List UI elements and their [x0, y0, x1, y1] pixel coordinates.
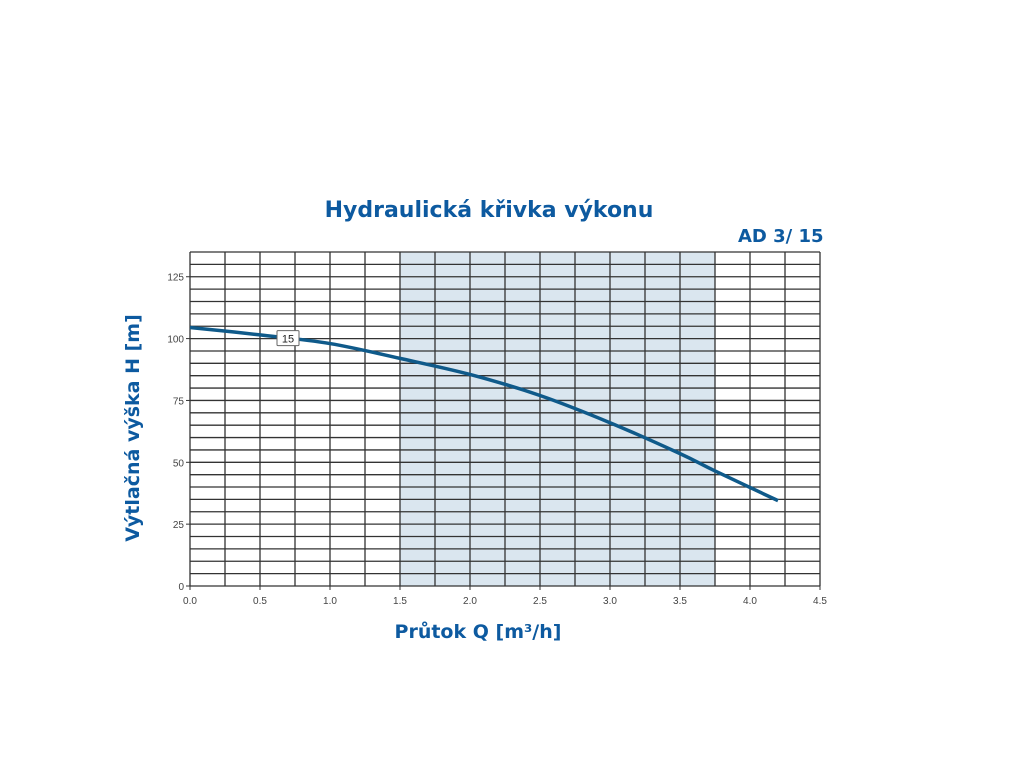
recommended-range-shade	[400, 252, 715, 586]
x-tick-label: 2.0	[463, 596, 477, 607]
x-tick-label: 4.5	[813, 596, 827, 607]
y-tick-label: 125	[167, 273, 184, 284]
y-tick-label: 50	[173, 458, 185, 469]
x-tick-label: 4.0	[743, 596, 757, 607]
curve-label: 15	[282, 334, 294, 346]
y-tick-label: 75	[173, 396, 185, 407]
pump-model-label: AD 3/ 15	[738, 226, 824, 247]
x-tick-label: 2.5	[533, 596, 547, 607]
curve-label-box	[276, 330, 300, 347]
x-tick-label: 3.0	[603, 596, 617, 607]
x-axis-label: Průtok Q [m³/h]	[394, 621, 562, 643]
x-tick-label: 1.0	[323, 596, 337, 607]
y-tick-label: 0	[178, 582, 184, 593]
x-tick-label: 1.5	[393, 596, 407, 607]
x-tick-label: 0.5	[253, 596, 267, 607]
x-tick-label: 0.0	[183, 596, 197, 607]
y-tick-label: 25	[173, 520, 185, 531]
x-tick-label: 3.5	[673, 596, 687, 607]
chart-title: Hydraulická křivka výkonu	[324, 198, 654, 223]
y-tick-label: 100	[167, 335, 184, 346]
